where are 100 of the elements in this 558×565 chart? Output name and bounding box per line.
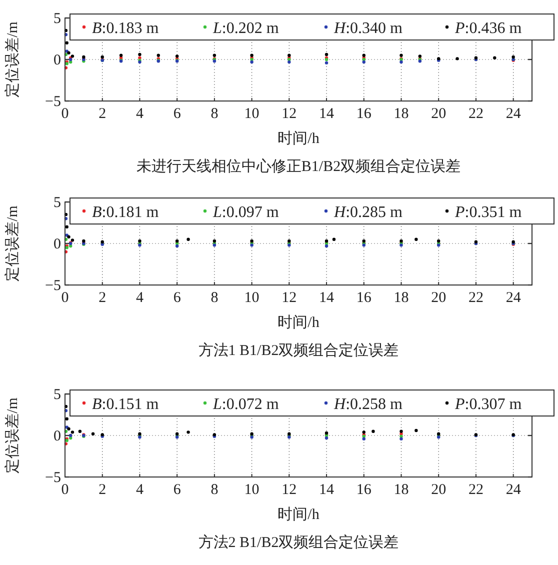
- y-axis-title: 定位误差/m: [4, 397, 21, 474]
- x-tick-label: 12: [282, 290, 297, 306]
- point: [332, 238, 336, 241]
- y-tick-label: 0: [54, 236, 61, 252]
- point: [362, 54, 366, 57]
- x-tick-label: 10: [244, 482, 260, 498]
- point: [362, 437, 366, 440]
- point: [175, 54, 179, 58]
- x-tick-label: 12: [282, 482, 297, 498]
- text: 方法2 B1/B2双频组合定位误差: [198, 534, 399, 551]
- x-tick-label: 8: [210, 290, 218, 306]
- point: [175, 244, 179, 248]
- point: [186, 430, 190, 434]
- legend-label: H:0.258 m: [333, 396, 404, 413]
- legend-label: B:0.183 m: [92, 20, 160, 37]
- point: [324, 436, 328, 440]
- point: [65, 41, 68, 44]
- point: [212, 239, 216, 243]
- x-tick-label: 18: [394, 290, 409, 306]
- x-tick-label: 14: [319, 290, 335, 306]
- point: [362, 430, 366, 434]
- x-tick-label: 22: [468, 106, 484, 122]
- legend-label: L:0.072 m: [212, 396, 280, 413]
- x-tick-label: 6: [173, 106, 182, 122]
- point: [156, 54, 160, 57]
- legend-label: P:0.436 m: [454, 20, 522, 37]
- point: [100, 55, 104, 59]
- y-tick-label: −5: [45, 470, 61, 486]
- x-tick-label: 2: [98, 290, 106, 306]
- point: [250, 60, 254, 64]
- x-tick-label: 22: [468, 482, 484, 498]
- y-tick-label: 5: [54, 195, 61, 211]
- point: [138, 52, 142, 56]
- x-tick-label: 4: [136, 482, 144, 498]
- x-tick-label: 16: [356, 106, 372, 122]
- point: [362, 60, 366, 64]
- point: [78, 430, 82, 433]
- x-tick-label: 4: [136, 290, 144, 306]
- point: [400, 437, 403, 440]
- x-tick-label: 14: [319, 482, 335, 498]
- point: [414, 238, 418, 241]
- x-axis-title: 时间/h: [278, 506, 320, 523]
- point: [119, 54, 123, 57]
- y-tick-label: 5: [54, 11, 61, 27]
- y-tick-label: −5: [45, 278, 61, 294]
- point: [138, 239, 142, 243]
- point: [70, 238, 74, 242]
- y-axis-title: 定位误差/m: [4, 205, 21, 282]
- text: 未进行天线相位中心修正B1/B2双频组合定位误差: [136, 158, 461, 175]
- point: [324, 52, 328, 56]
- legend-label: P:0.351 m: [454, 204, 522, 221]
- x-tick-label: 22: [468, 290, 484, 306]
- point: [324, 61, 328, 64]
- point: [414, 428, 418, 432]
- x-tick-label: 18: [394, 106, 409, 122]
- x-axis-title: 时间/h: [278, 314, 320, 331]
- point: [138, 56, 142, 60]
- point: [212, 54, 216, 57]
- point: [400, 60, 403, 64]
- point: [288, 54, 291, 57]
- y-axis-title: 定位误差/m: [4, 21, 21, 98]
- point: [65, 225, 68, 228]
- y-tick-label: 5: [54, 387, 61, 403]
- x-tick-label: 10: [244, 290, 260, 306]
- legend-label: L:0.202 m: [212, 20, 280, 37]
- legend-label: B:0.151 m: [92, 396, 160, 413]
- text: 方法1 B1/B2双频组合定位误差: [198, 342, 399, 359]
- point: [437, 239, 440, 243]
- x-tick-label: 2: [98, 482, 106, 498]
- point: [456, 57, 459, 60]
- x-tick-label: 6: [173, 482, 182, 498]
- x-tick-label: 18: [394, 482, 409, 498]
- x-tick-label: 4: [136, 106, 144, 122]
- point: [288, 60, 291, 64]
- x-tick-label: 24: [506, 106, 522, 122]
- point: [400, 54, 403, 57]
- point: [400, 434, 403, 438]
- x-axis-title: 时间/h: [278, 130, 320, 147]
- x-tick-label: 12: [282, 106, 297, 122]
- y-tick-label: −5: [45, 94, 61, 110]
- x-tick-label: 20: [431, 290, 446, 306]
- legend-label: P:0.307 m: [454, 396, 522, 413]
- point: [418, 54, 422, 58]
- point: [91, 432, 95, 436]
- x-tick-label: 20: [431, 106, 446, 122]
- point: [512, 55, 515, 59]
- legend-label: H:0.340 m: [333, 20, 404, 37]
- x-tick-label: 2: [98, 106, 106, 122]
- x-tick-label: 14: [319, 106, 335, 122]
- legend-label: H:0.285 m: [333, 204, 404, 221]
- point: [324, 244, 328, 248]
- x-tick-label: 16: [356, 482, 372, 498]
- point: [70, 430, 74, 434]
- point: [65, 417, 68, 420]
- x-tick-label: 6: [173, 290, 182, 306]
- x-tick-label: 8: [210, 482, 218, 498]
- x-tick-label: 20: [431, 482, 446, 498]
- y-tick-label: 0: [54, 52, 61, 68]
- point: [186, 238, 190, 241]
- legend-label: L:0.097 m: [212, 204, 280, 221]
